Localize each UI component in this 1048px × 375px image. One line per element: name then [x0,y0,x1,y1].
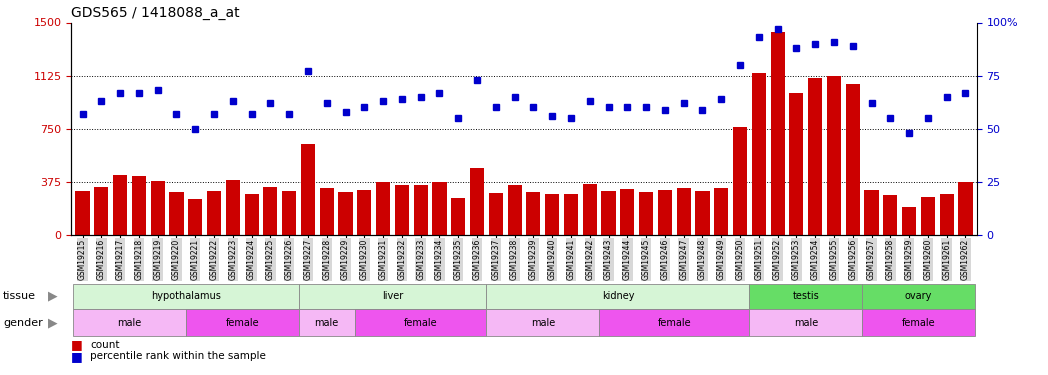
Bar [263,187,278,235]
Text: liver: liver [381,291,403,301]
Bar [208,191,221,235]
Bar [301,144,315,235]
Text: male: male [117,318,141,327]
Bar [339,192,352,235]
Bar [414,184,428,235]
Bar [883,195,897,235]
Text: GDS565 / 1418088_a_at: GDS565 / 1418088_a_at [71,6,240,20]
Bar [151,181,165,235]
Bar [921,196,935,235]
Bar [488,193,503,235]
Text: female: female [403,318,437,327]
Bar [94,188,108,235]
Bar [282,191,297,235]
Text: female: female [657,318,691,327]
Bar [677,188,691,235]
Bar [170,192,183,235]
Bar [583,184,596,235]
Text: ▶: ▶ [47,290,58,303]
Bar [225,180,240,235]
Bar [376,182,390,235]
Text: percentile rank within the sample: percentile rank within the sample [90,351,266,361]
Text: tissue: tissue [3,291,36,301]
Text: count: count [90,340,119,350]
Text: kidney: kidney [602,291,634,301]
Bar [602,191,615,235]
Text: hypothalamus: hypothalamus [151,291,221,301]
Bar [113,176,127,235]
Text: female: female [225,318,259,327]
Text: ■: ■ [71,350,83,363]
Bar [357,190,371,235]
Bar [564,194,578,235]
Bar [620,189,634,235]
Bar [452,198,465,235]
Text: gender: gender [3,318,43,327]
Bar [751,74,766,235]
Bar [696,191,709,235]
Bar [395,184,409,235]
Text: female: female [901,318,935,327]
Bar [846,84,859,235]
Text: ovary: ovary [904,291,932,301]
Bar [132,176,146,235]
Bar [639,192,653,235]
Bar [865,190,878,235]
Bar [902,207,916,235]
Bar [714,188,728,235]
Text: ▶: ▶ [47,316,58,329]
Text: male: male [530,318,554,327]
Bar [75,191,89,235]
Bar [827,76,840,235]
Bar [507,185,522,235]
Bar [526,192,541,235]
Bar [658,190,672,235]
Bar [470,168,484,235]
Text: testis: testis [792,291,820,301]
Bar [959,182,973,235]
Bar [808,78,823,235]
Bar [770,32,785,235]
Bar [733,127,747,235]
Bar [545,194,560,235]
Bar [320,188,334,235]
Text: male: male [793,318,817,327]
Bar [189,199,202,235]
Text: male: male [314,318,339,327]
Bar [433,182,446,235]
Bar [789,93,804,235]
Text: ■: ■ [71,339,83,351]
Bar [940,194,954,235]
Bar [244,194,259,235]
